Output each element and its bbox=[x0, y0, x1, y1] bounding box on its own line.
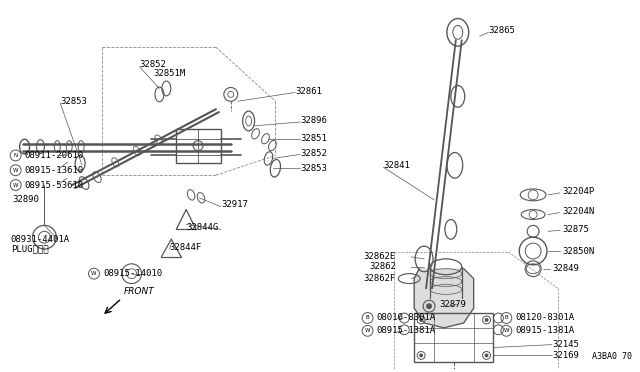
Text: 32852: 32852 bbox=[140, 60, 166, 69]
Text: 32850N: 32850N bbox=[562, 247, 594, 256]
Text: 32862F: 32862F bbox=[364, 274, 396, 283]
Text: 08010-8301A: 08010-8301A bbox=[376, 314, 436, 323]
Text: 32204N: 32204N bbox=[562, 207, 594, 216]
Text: A3BA0 70: A3BA0 70 bbox=[592, 352, 632, 361]
Text: 32844G: 32844G bbox=[186, 223, 218, 232]
Text: 32853: 32853 bbox=[300, 164, 327, 173]
Text: 32841: 32841 bbox=[383, 161, 410, 170]
Text: 32851: 32851 bbox=[300, 134, 327, 143]
Text: PLUGプラグ: PLUGプラグ bbox=[11, 244, 49, 254]
Text: 08915-1381A: 08915-1381A bbox=[515, 326, 575, 335]
Text: W: W bbox=[13, 183, 19, 187]
Text: 32169: 32169 bbox=[552, 351, 579, 360]
Text: 08911-20610: 08911-20610 bbox=[24, 151, 84, 160]
Text: 08120-8301A: 08120-8301A bbox=[515, 314, 575, 323]
Text: 32896: 32896 bbox=[300, 116, 327, 125]
Text: W: W bbox=[92, 271, 97, 276]
Text: 08915-13610: 08915-13610 bbox=[24, 166, 84, 175]
Text: B: B bbox=[504, 315, 508, 321]
Text: FRONT: FRONT bbox=[124, 287, 154, 296]
Text: 32849: 32849 bbox=[552, 264, 579, 273]
Bar bbox=[176, 129, 221, 163]
Text: 32852: 32852 bbox=[300, 149, 327, 158]
Text: 32879: 32879 bbox=[439, 300, 466, 309]
Text: 32917: 32917 bbox=[221, 200, 248, 209]
Circle shape bbox=[484, 353, 488, 357]
Circle shape bbox=[419, 353, 423, 357]
Text: W: W bbox=[504, 328, 509, 333]
Circle shape bbox=[419, 318, 423, 322]
Text: W: W bbox=[365, 328, 371, 333]
Text: W: W bbox=[13, 168, 19, 173]
Text: N: N bbox=[13, 153, 18, 158]
Text: 08915-14010: 08915-14010 bbox=[103, 269, 162, 278]
Polygon shape bbox=[414, 269, 474, 328]
Circle shape bbox=[484, 318, 488, 322]
Text: 08915-1381A: 08915-1381A bbox=[376, 326, 436, 335]
Text: 32851M: 32851M bbox=[154, 69, 186, 78]
Text: 32865: 32865 bbox=[488, 26, 515, 35]
Text: 32862E: 32862E bbox=[364, 253, 396, 262]
Text: 08915-53610: 08915-53610 bbox=[24, 180, 84, 189]
Text: B: B bbox=[366, 315, 369, 321]
Text: 32861: 32861 bbox=[295, 87, 322, 96]
Text: 32875: 32875 bbox=[562, 225, 589, 234]
Circle shape bbox=[426, 303, 432, 309]
Text: 32862: 32862 bbox=[369, 262, 396, 271]
Bar bbox=[414, 313, 493, 362]
Text: 32145: 32145 bbox=[552, 340, 579, 349]
Text: 32844F: 32844F bbox=[170, 243, 202, 251]
Text: 32204P: 32204P bbox=[562, 187, 594, 196]
Text: 32853: 32853 bbox=[60, 97, 87, 106]
Text: 32890: 32890 bbox=[13, 195, 40, 204]
Text: 08931-4401A: 08931-4401A bbox=[11, 235, 70, 244]
